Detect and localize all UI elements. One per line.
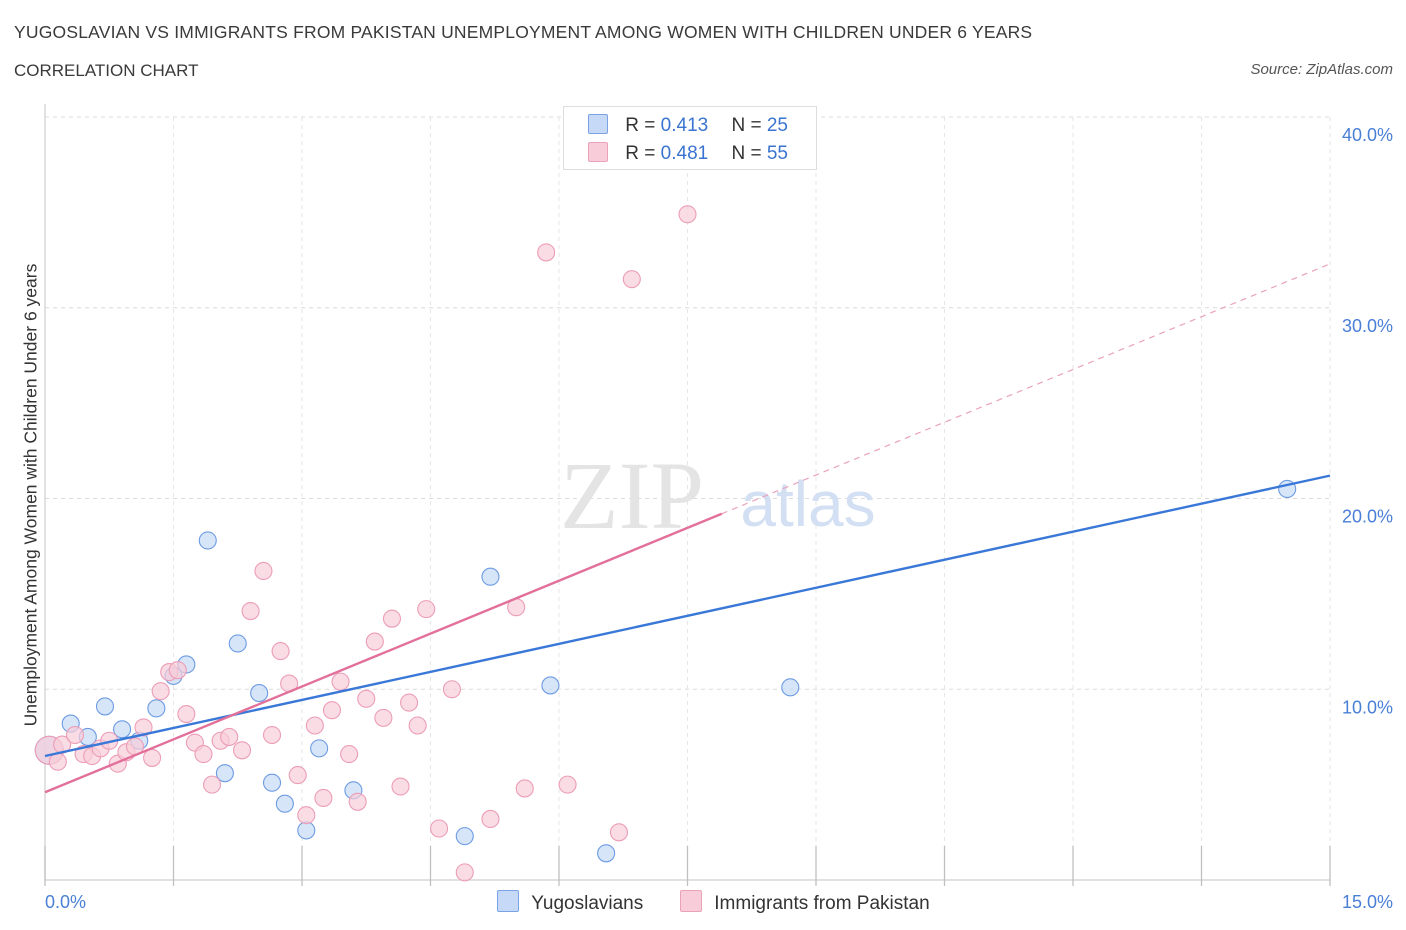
bottom-legend-label: Yugoslavians [531,893,644,914]
pakistan-point [455,863,474,882]
legend-r-label: R = [625,143,661,164]
legend-swatch-pink [588,142,608,162]
pakistan-point [134,718,153,737]
watermark: ZIP atlas [560,442,876,549]
yugoslavians-point [215,764,234,783]
yugoslavians-point [541,676,560,695]
yugoslavians-point [147,699,166,718]
pakistan-point [241,601,260,621]
pakistan-point [408,716,427,735]
pakistan-point [417,600,436,619]
yugoslavians-point [95,697,115,716]
legend-swatch-blue [588,114,608,134]
y-tick-label: 20.0% [1342,507,1393,527]
pakistan-point [262,725,282,745]
pakistan-trend-line [44,512,723,794]
pakistan-point [400,693,419,712]
legend-row-pakistan: R = 0.481 N = 55 [588,142,788,164]
legend-row-yugoslavians: R = 0.413 N = 25 [588,114,788,136]
bottom-legend-pakistan: Immigrants from Pakistan [680,890,930,915]
yugoslavians-point [455,827,474,846]
pakistan-point [609,823,629,842]
pakistan-point [430,819,449,838]
pakistan-point [151,682,170,701]
yugoslavians-point [781,678,800,697]
watermark-zip: ZIP [560,442,704,549]
pakistan-point [365,632,384,651]
pakistan-point [203,775,222,794]
bottom-legend-yugoslavians: Yugoslavians [497,890,643,915]
pakistan-point [297,806,316,825]
legend-n-value: 55 [766,143,788,164]
yugoslavians-point [250,684,269,703]
pakistan-point [220,727,239,746]
source-label: Source: ZipAtlas.com [1250,61,1393,78]
yugoslavians-point [597,844,616,863]
pakistan-point [168,661,187,680]
pakistan-point [340,745,359,764]
chart-subtitle: CORRELATION CHART [14,61,199,80]
bottom-legend-swatch-blue [497,890,519,912]
pakistan-point [515,779,534,798]
legend-r-label: R = [625,115,661,136]
x-tick-label: 15.0% [1342,892,1393,912]
pakistan-point [143,748,162,767]
yugoslavians-point [228,634,247,653]
pakistan-point [314,788,333,808]
pakistan-point [271,642,290,661]
pakistan-point [305,716,324,735]
pakistan-point [382,609,402,628]
pakistan-point [442,680,461,699]
yugoslavians-point [275,794,294,813]
pakistan-point [537,243,556,262]
tick-labels: 10.0% 20.0% 30.0% 40.0% 0.0% 15.0% [45,125,1393,912]
yugoslavians-trend-line [44,474,1331,758]
pakistan-point [288,766,307,785]
pakistan-point [678,205,697,224]
pakistan-point [254,561,273,581]
trend-lines [44,263,1331,794]
watermark-atlas: atlas [740,468,875,540]
pakistan-point [194,745,213,764]
series-pakistan-points [34,205,697,882]
x-tick-label: 0.0% [45,892,86,912]
legend-r-value: 0.481 [660,143,709,164]
y-tick-label: 30.0% [1342,316,1393,336]
yugoslavians-point [113,720,132,739]
bottom-legend-swatch-pink [680,890,702,912]
pakistan-point [331,672,350,691]
yugoslavians-point [297,821,316,840]
pakistan-point [622,270,641,289]
chart-title: YUGOSLAVIAN VS IMMIGRANTS FROM PAKISTAN … [14,22,1033,42]
yugoslavians-point [310,739,329,758]
legend-n-value: 25 [766,115,788,136]
pakistan-point [48,752,67,771]
pakistan-point [481,809,500,829]
pakistan-point [374,708,393,727]
y-tick-label: 40.0% [1342,125,1393,145]
pakistan-point [177,704,196,724]
yugoslavians-point [481,567,500,586]
y-tick-label: 10.0% [1342,697,1393,717]
yugoslavians-point [262,773,282,792]
pakistan-point [357,689,376,708]
yugoslavians-point [198,531,217,550]
legend-r-value: 0.413 [660,115,709,136]
pakistan-point [558,775,577,794]
legend-n-label: N = [731,115,767,136]
bottom-legend-label: Immigrants from Pakistan [714,893,930,914]
pakistan-point [391,777,410,796]
pakistan-point [348,792,367,811]
correlation-legend: R = 0.413 N = 25 R = 0.481 N = 55 [563,106,817,170]
pakistan-point [232,741,252,760]
pakistan-point [322,701,342,720]
legend-n-label: N = [731,143,767,164]
pakistan-point [65,725,85,745]
